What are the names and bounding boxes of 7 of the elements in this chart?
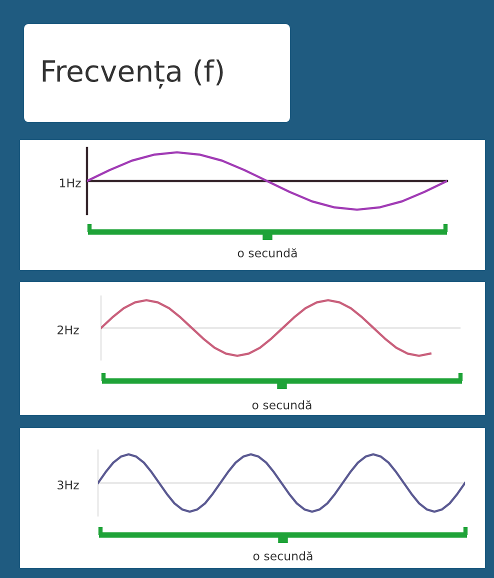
y-axis-title: 3Hz xyxy=(58,480,79,490)
y-axis-title: 1Hz xyxy=(60,178,81,188)
text: o secundă xyxy=(253,551,312,560)
y-axis-title: 2Hz xyxy=(58,325,79,334)
text: o secundă xyxy=(238,248,297,258)
chart-title: Frecvența (f) xyxy=(42,59,223,89)
text: o secundă xyxy=(252,400,312,410)
